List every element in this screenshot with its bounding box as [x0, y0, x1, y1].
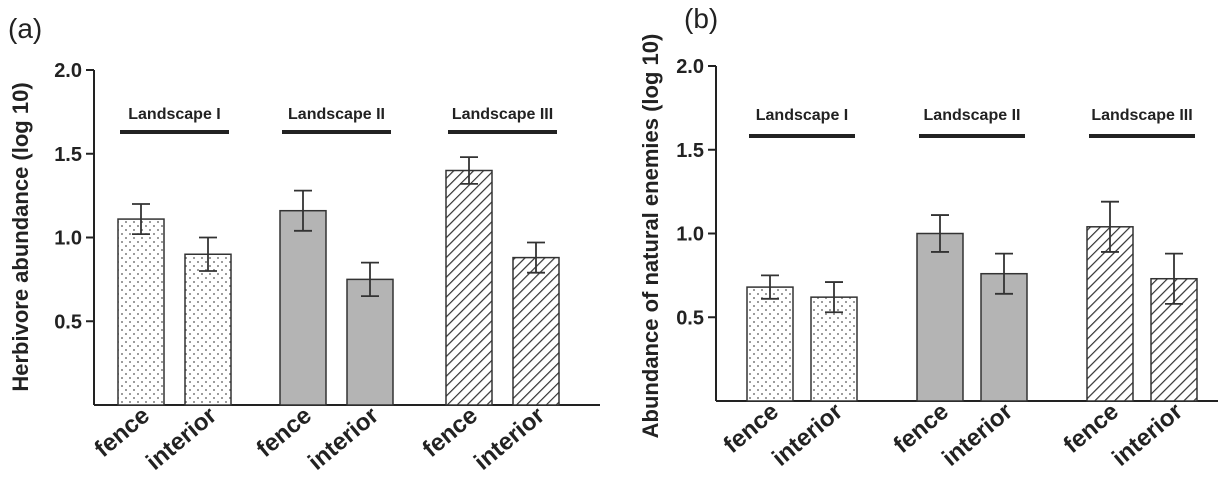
y-tick-label: 1.0	[676, 224, 704, 246]
bar-fence	[117, 218, 165, 406]
category-label-interior: interior	[141, 402, 222, 476]
bar-fence	[445, 169, 493, 406]
error-bar	[199, 236, 217, 272]
y-axis-label: Abundance of natural enemies (log 10)	[638, 34, 663, 439]
error-bar	[1101, 200, 1119, 253]
error-bar	[995, 252, 1013, 295]
category-label-interior: interior	[767, 398, 848, 472]
error-bar	[825, 281, 843, 314]
error-bar	[931, 214, 949, 253]
panel-b: (b) Abundance of natural enemies (log 10)…	[638, 3, 1218, 472]
category-label-interior: interior	[303, 402, 384, 476]
category-label-interior: interior	[1107, 398, 1188, 472]
group-label: Landscape II	[924, 107, 1021, 124]
panel-label: (a)	[8, 13, 42, 44]
group-label: Landscape I	[756, 107, 848, 124]
y-tick-label: 2.0	[676, 56, 704, 78]
error-bar	[761, 274, 779, 300]
bar-interior	[810, 296, 858, 402]
y-tick-label: 0.5	[54, 311, 82, 333]
panel-a: (a) Herbivore abundance (log 10) 0.5 1.0 1.5…	[8, 13, 600, 476]
bar-fence	[746, 286, 794, 402]
error-bar	[132, 203, 150, 236]
error-bar	[294, 189, 312, 232]
panel-label: (b)	[684, 3, 718, 34]
bar-fence	[279, 209, 327, 406]
bar-fence	[916, 232, 964, 402]
category-label-interior: interior	[937, 398, 1018, 472]
y-tick-label: 1.0	[54, 228, 82, 250]
bar-interior	[512, 256, 560, 406]
y-tick-label: 1.5	[676, 140, 704, 162]
group-label: Landscape II	[288, 106, 385, 123]
error-bar	[1165, 252, 1183, 305]
group-label: Landscape I	[128, 106, 220, 123]
bar-interior	[980, 272, 1028, 402]
y-tick-label: 0.5	[676, 307, 704, 329]
error-bar	[527, 241, 545, 274]
group-label: Landscape III	[452, 106, 553, 123]
category-label-interior: interior	[469, 402, 550, 476]
bar-interior	[346, 278, 394, 406]
y-axis-label: Herbivore abundance (log 10)	[8, 82, 33, 391]
group-label: Landscape III	[1091, 107, 1192, 124]
y-tick-label: 1.5	[54, 144, 82, 166]
error-bar	[460, 156, 478, 185]
error-bar	[361, 261, 379, 298]
y-tick-label: 2.0	[54, 60, 82, 82]
bar-interior	[184, 253, 232, 406]
bar-fence	[1086, 226, 1134, 402]
